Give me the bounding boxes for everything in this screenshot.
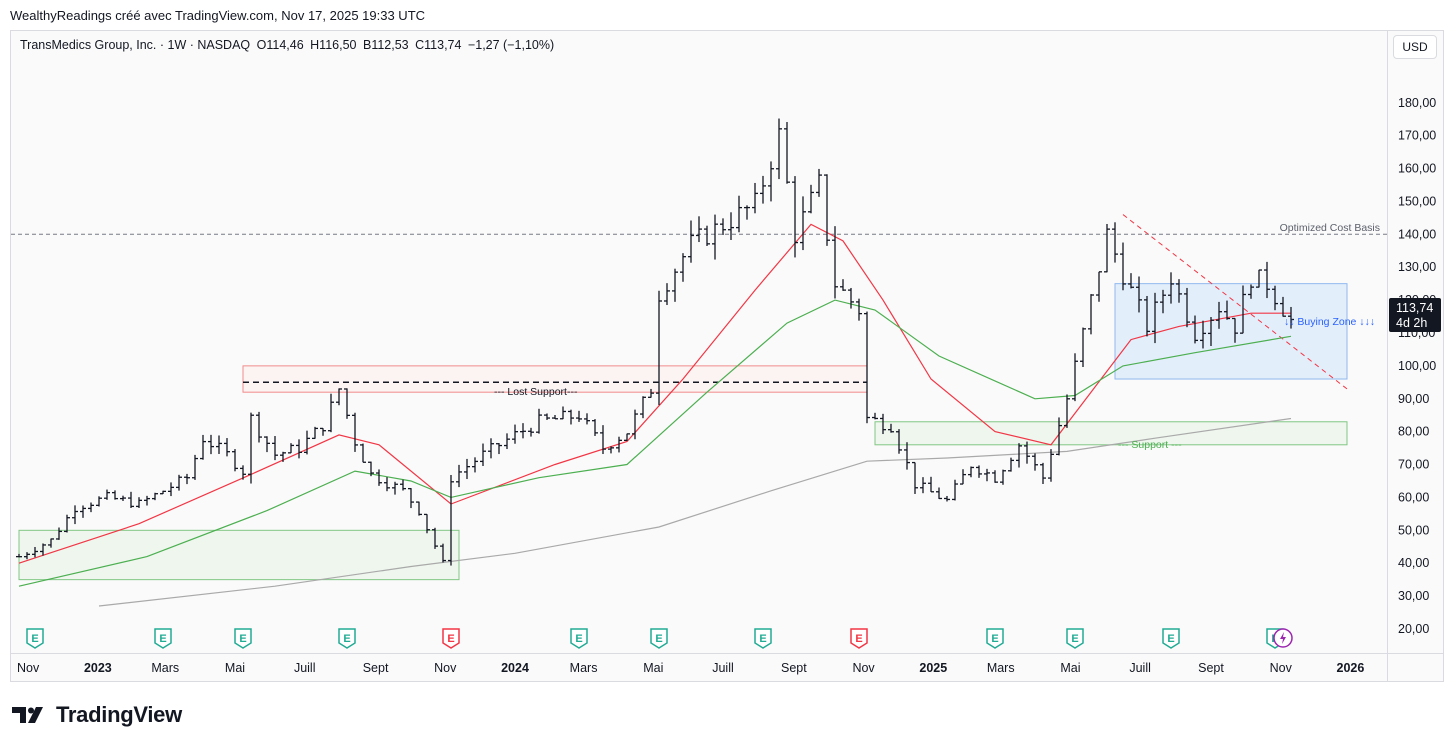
change-value: −1,27 (−1,10%) — [467, 38, 555, 52]
tradingview-logo[interactable]: TradingView — [12, 702, 182, 728]
currency-button[interactable]: USD — [1393, 35, 1437, 59]
symbol-title[interactable]: TransMedics Group, Inc. · 1W · NASDAQ — [20, 38, 251, 52]
tradingview-logo-icon — [12, 707, 43, 723]
tradingview-wordmark: TradingView — [56, 702, 182, 727]
attribution-text: WealthyReadings créé avec TradingView.co… — [10, 8, 426, 23]
high-value: H116,50 — [310, 38, 357, 52]
chart-frame — [10, 30, 1444, 682]
close-value: C113,74 — [415, 38, 462, 52]
open-value: O114,46 — [256, 38, 304, 52]
symbol-legend: TransMedics Group, Inc. · 1W · NASDAQ O1… — [20, 38, 557, 52]
low-value: B112,53 — [362, 38, 409, 52]
